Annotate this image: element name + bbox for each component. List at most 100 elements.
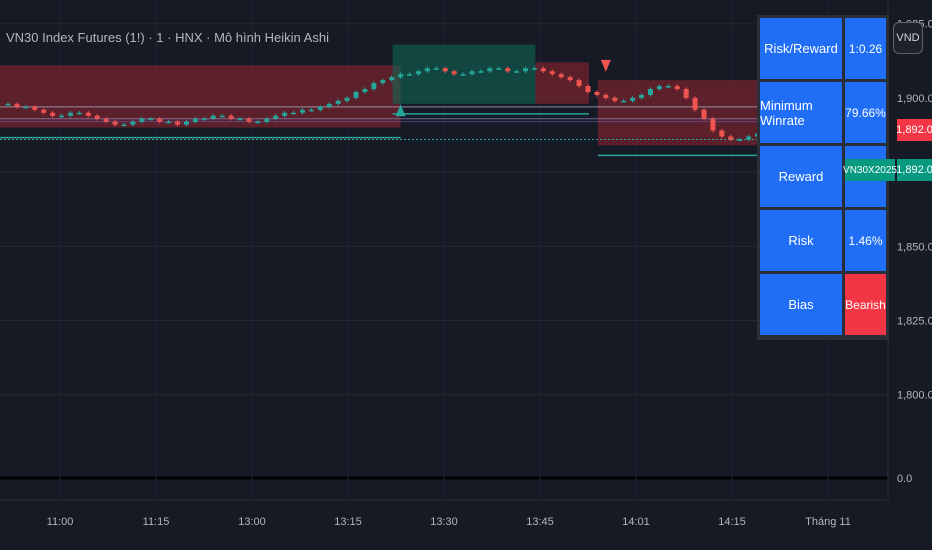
candle-body: [433, 68, 439, 70]
y-tick-label: 1,850.0: [897, 241, 932, 253]
y-axis: 1,925.01,900.01,875.01,850.01,825.01,800…: [897, 19, 932, 485]
candle-body: [255, 121, 261, 124]
candle-body: [576, 80, 582, 87]
candle-body: [67, 112, 73, 116]
x-tick-label: 13:15: [334, 516, 362, 528]
loss-zone: [0, 65, 401, 128]
candle-body: [157, 118, 163, 122]
candle-body: [326, 103, 332, 107]
candle-body: [415, 71, 421, 75]
candle-body: [710, 118, 716, 131]
candle-body: [344, 97, 350, 101]
y-tick-label: 1,825.0: [897, 316, 932, 328]
candle-body: [630, 97, 636, 101]
candle-body: [656, 86, 662, 90]
candle-body: [299, 109, 305, 113]
candle-body: [496, 68, 502, 70]
candle-body: [746, 136, 752, 140]
candle-body: [50, 112, 56, 116]
candle-body: [603, 94, 609, 98]
risk-reward-value: 1:0.26: [845, 18, 886, 79]
candle-body: [523, 68, 529, 72]
x-tick-label: Tháng 11: [805, 516, 851, 528]
table-row: Risk/Reward 1:0.26: [760, 18, 886, 79]
y-zero-label: 0.0: [897, 473, 912, 485]
table-row: Bias Bearish: [760, 274, 886, 335]
candle-body: [59, 115, 65, 118]
candle-body: [273, 115, 279, 119]
min-winrate-label: Minimum Winrate: [760, 82, 842, 143]
buy-signal-marker: [395, 104, 406, 117]
candle-body: [514, 71, 520, 73]
candle-body: [166, 121, 172, 124]
min-winrate-value: 79.66%: [845, 82, 886, 143]
reward-label: Reward: [760, 146, 842, 207]
candle-body: [674, 86, 680, 90]
x-tick-label: 13:00: [238, 516, 266, 528]
candle-body: [14, 103, 20, 107]
candle-body: [549, 71, 555, 75]
bias-label: Bias: [760, 274, 842, 335]
candle-body: [531, 68, 537, 70]
y-tick-label: 1,900.0: [897, 93, 932, 105]
candle-body: [219, 115, 225, 118]
candle-body: [246, 118, 252, 122]
candle-body: [175, 121, 181, 125]
candle-body: [683, 89, 689, 98]
candle-body: [148, 118, 154, 121]
risk-info-table: Risk/Reward 1:0.26 Minimum Winrate 79.66…: [757, 15, 889, 340]
candle-body: [112, 121, 118, 125]
table-row: Minimum Winrate 79.66%: [760, 82, 886, 143]
candle-body: [487, 68, 493, 72]
x-tick-label: 11:00: [47, 516, 74, 528]
candle-body: [192, 118, 198, 122]
y-tick-label: 1,800.0: [897, 390, 932, 402]
sell-signal-marker: [600, 59, 611, 72]
risk-label: Risk: [760, 210, 842, 271]
candle-body: [183, 121, 189, 125]
candle-body: [130, 121, 136, 125]
risk-reward-label: Risk/Reward: [760, 18, 842, 79]
candle-body: [505, 68, 511, 72]
candle-body: [228, 115, 234, 119]
candle-body: [737, 139, 743, 141]
candle-body: [76, 112, 82, 115]
x-axis: 11:00 11:15 13:00 13:15 13:30 13:45 14:01 14:15…: [47, 516, 851, 528]
risk-value: 1.46%: [845, 210, 886, 271]
x-tick-label: 13:45: [526, 516, 554, 528]
candle-body: [469, 71, 475, 75]
candle-body: [41, 109, 47, 113]
candle-body: [621, 100, 627, 103]
table-row: Risk 1.46%: [760, 210, 886, 271]
candle-body: [201, 118, 207, 121]
candle-body: [103, 118, 109, 122]
candle-body: [94, 115, 100, 119]
candle-body: [558, 74, 564, 78]
candle-body: [451, 71, 457, 75]
candle-body: [389, 77, 395, 81]
candle-body: [23, 106, 29, 109]
trade-zones: [0, 44, 821, 146]
x-tick-label: 11:15: [143, 516, 170, 528]
candle-body: [639, 94, 645, 98]
candle-body: [371, 83, 377, 90]
candle-body: [308, 109, 314, 112]
candle-body: [121, 124, 127, 127]
candle-body: [237, 118, 243, 121]
x-tick-label: 13:30: [430, 516, 458, 528]
candle-body: [317, 106, 323, 110]
x-tick-label: 14:01: [622, 516, 650, 528]
candle-body: [728, 136, 734, 140]
symbol-price-tag: 1,892.0: [896, 159, 932, 181]
x-tick-label: 14:15: [718, 516, 746, 528]
candle-body: [442, 68, 448, 72]
candle-body: [424, 68, 430, 72]
candle-body: [594, 92, 600, 95]
signal-markers: [395, 59, 611, 117]
chart-title: VN30 Index Futures (1!) · 1 · HNX · Mô h…: [6, 30, 329, 45]
candle-body: [380, 80, 386, 84]
bias-value: Bearish: [845, 274, 886, 335]
candle-body: [335, 100, 341, 104]
currency-button[interactable]: VND: [893, 22, 923, 54]
